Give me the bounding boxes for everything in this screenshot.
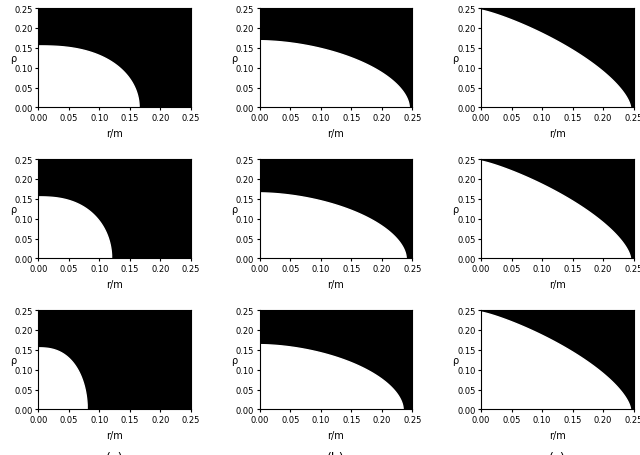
- Y-axis label: ρ: ρ: [10, 355, 16, 365]
- X-axis label: r/m: r/m: [106, 128, 123, 138]
- Polygon shape: [38, 348, 87, 410]
- X-axis label: r/m: r/m: [549, 430, 566, 440]
- X-axis label: r/m: r/m: [328, 279, 344, 289]
- Y-axis label: ρ: ρ: [452, 355, 459, 365]
- Polygon shape: [260, 41, 409, 108]
- Y-axis label: ρ: ρ: [452, 54, 459, 64]
- Polygon shape: [481, 162, 630, 259]
- X-axis label: r/m: r/m: [328, 128, 344, 138]
- Text: (b): (b): [327, 451, 345, 455]
- X-axis label: r/m: r/m: [549, 128, 566, 138]
- Polygon shape: [481, 11, 630, 108]
- Y-axis label: ρ: ρ: [231, 204, 237, 214]
- Polygon shape: [260, 345, 403, 410]
- Y-axis label: ρ: ρ: [231, 355, 237, 365]
- Polygon shape: [38, 197, 111, 259]
- Y-axis label: ρ: ρ: [231, 54, 237, 64]
- Text: (a): (a): [106, 451, 124, 455]
- Polygon shape: [481, 313, 630, 410]
- X-axis label: r/m: r/m: [106, 279, 123, 289]
- X-axis label: r/m: r/m: [106, 430, 123, 440]
- X-axis label: r/m: r/m: [328, 430, 344, 440]
- Text: (c): (c): [549, 451, 566, 455]
- Y-axis label: ρ: ρ: [10, 204, 16, 214]
- Y-axis label: ρ: ρ: [452, 204, 459, 214]
- X-axis label: r/m: r/m: [549, 279, 566, 289]
- Polygon shape: [260, 193, 406, 259]
- Polygon shape: [38, 47, 139, 108]
- Y-axis label: ρ: ρ: [10, 54, 16, 64]
